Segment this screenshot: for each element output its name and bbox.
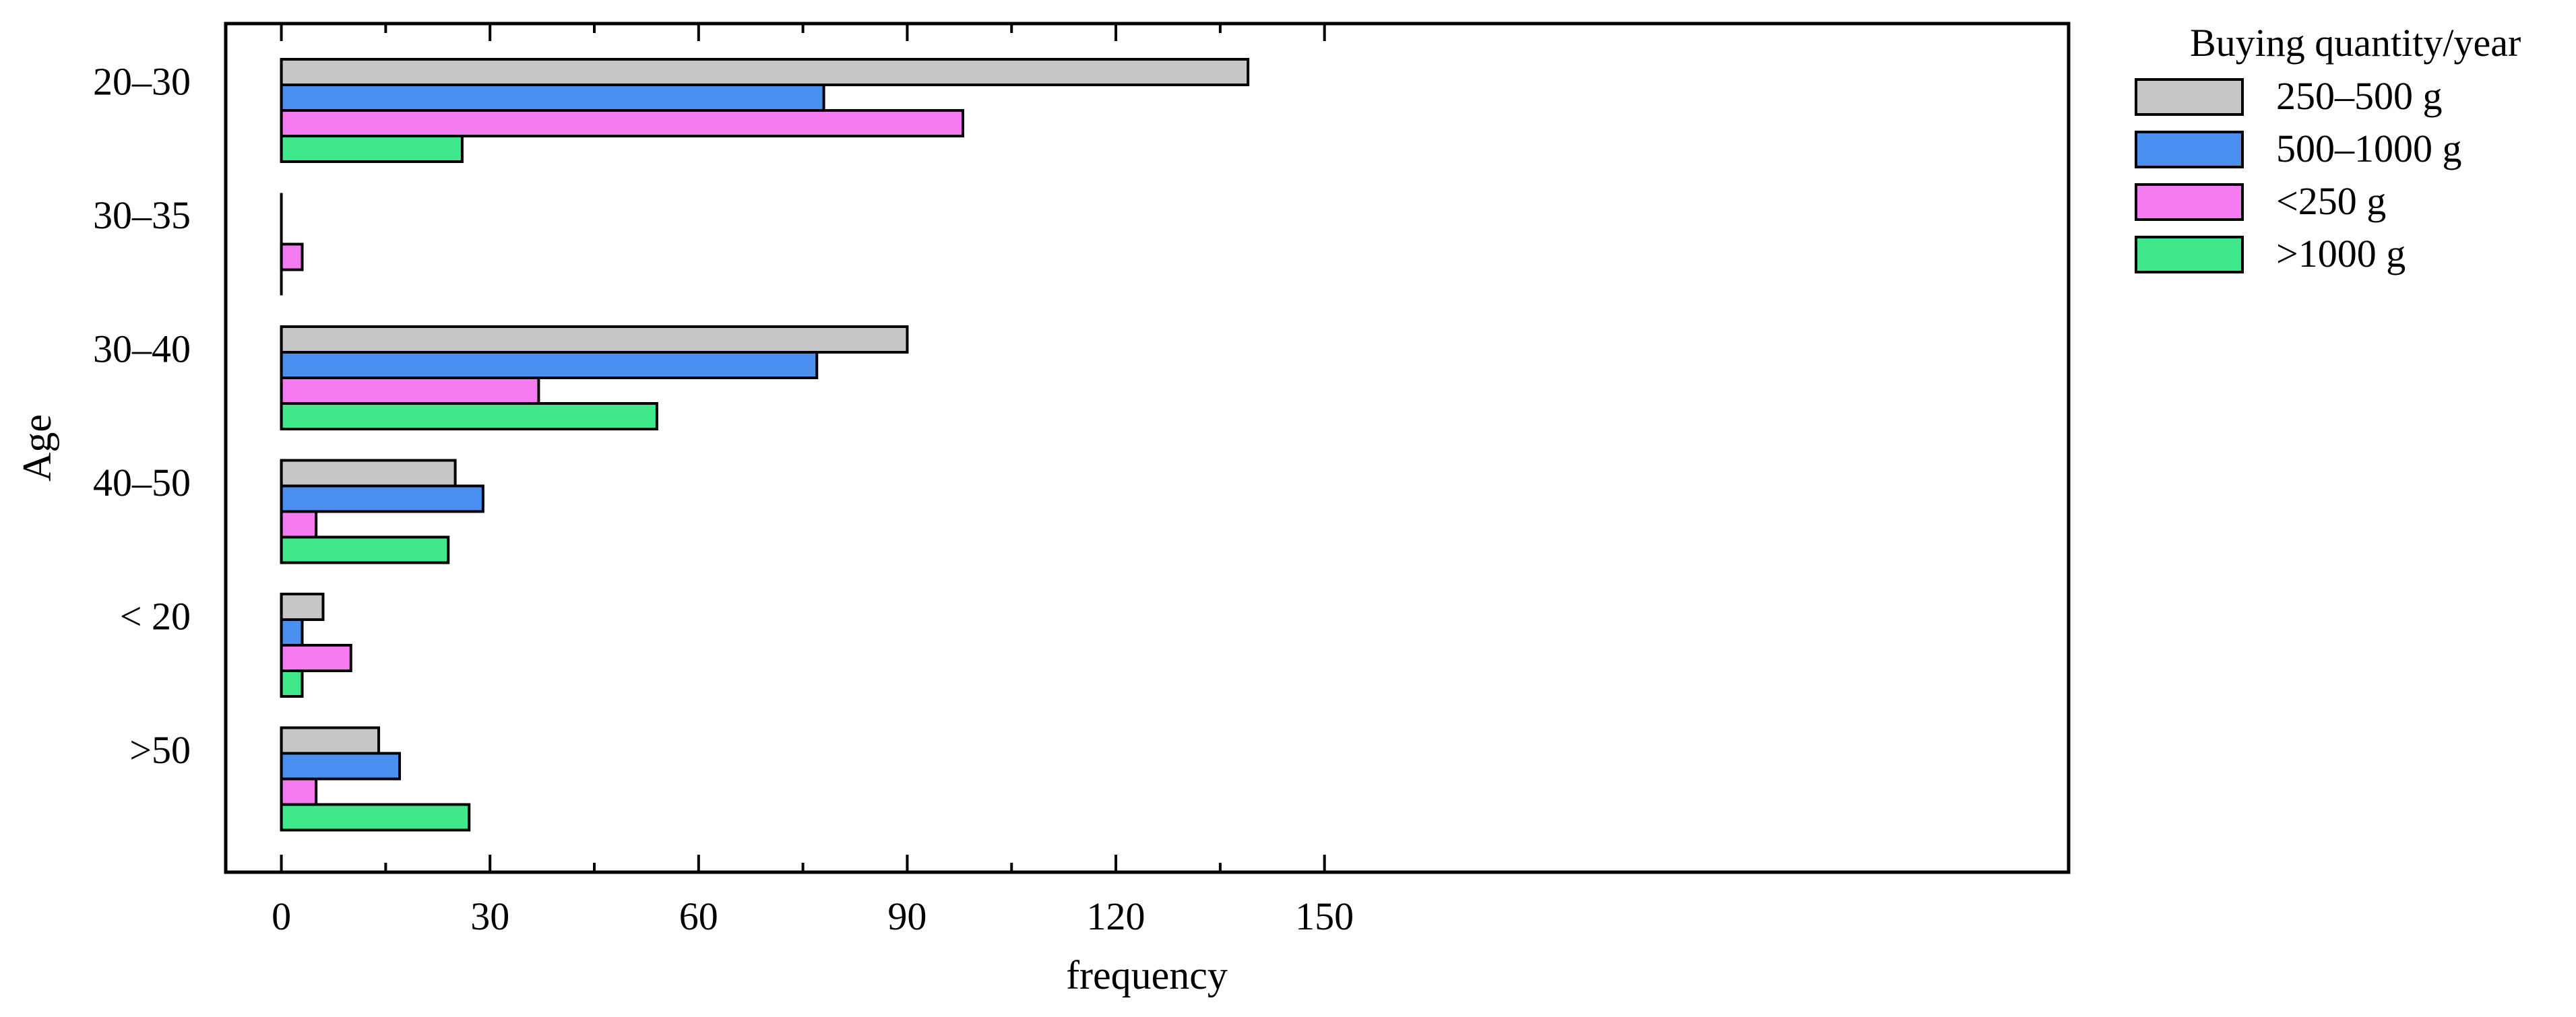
bar-3-2: [280, 510, 318, 539]
x-tick-label-5: 150: [1295, 894, 1354, 938]
bar-4-2: [280, 644, 352, 672]
category-label-2: 30–40: [93, 327, 191, 370]
legend-label-0: 250–500 g: [2276, 74, 2443, 118]
bar-3-1: [280, 484, 484, 513]
legend-swatch-2: [2135, 183, 2244, 221]
legend-swatch-0: [2135, 78, 2244, 116]
bar-1-2: [280, 242, 304, 271]
legend: 250–500 g 500–1000 g <250 g >1000 g: [2135, 74, 2462, 275]
category-label-5: >50: [129, 728, 191, 772]
bar-5-0: [280, 726, 381, 755]
bar-5-3: [280, 803, 471, 832]
bar-5-1: [280, 752, 402, 781]
bar-3-3: [280, 535, 450, 564]
bar-0-3: [280, 135, 464, 163]
legend-title: Buying quantity/year: [2190, 21, 2521, 65]
x-tick-label-4: 120: [1087, 894, 1145, 938]
bar-4-1: [280, 618, 304, 647]
category-label-3: 40–50: [93, 461, 191, 504]
category-label-0: 20–30: [93, 59, 191, 103]
bar-2-1: [280, 351, 819, 379]
category-label-4: < 20: [120, 594, 191, 638]
x-tick-label-1: 30: [470, 894, 509, 938]
x-axis-ticks: 0 30 60 90 120 150: [272, 24, 1354, 938]
legend-swatch-1: [2135, 131, 2244, 168]
y-axis-categories: 20–30 30–35 30–40 40–50 < 20 >50: [93, 59, 191, 772]
x-axis-title: frequency: [1066, 953, 1228, 997]
y-axis-title: Age: [15, 414, 59, 482]
bars-group: [280, 58, 1250, 832]
x-tick-label-0: 0: [272, 894, 291, 938]
legend-swatch-3: [2135, 236, 2244, 273]
bar-5-2: [280, 777, 318, 806]
bar-2-0: [280, 325, 909, 354]
bar-2-2: [280, 376, 540, 405]
bar-4-3: [280, 669, 304, 698]
bar-0-1: [280, 84, 825, 112]
legend-label-3: >1000 g: [2276, 232, 2406, 275]
bar-3-0: [280, 459, 457, 488]
legend-label-2: <250 g: [2276, 179, 2386, 223]
x-tick-label-3: 90: [887, 894, 926, 938]
plot-frame: [224, 22, 2071, 874]
bar-4-0: [280, 593, 325, 621]
category-label-1: 30–35: [93, 193, 191, 237]
legend-label-1: 500–1000 g: [2276, 127, 2462, 170]
bar-0-2: [280, 109, 964, 137]
bar-0-0: [280, 58, 1250, 86]
bar-2-3: [280, 402, 658, 430]
x-tick-label-2: 60: [679, 894, 718, 938]
